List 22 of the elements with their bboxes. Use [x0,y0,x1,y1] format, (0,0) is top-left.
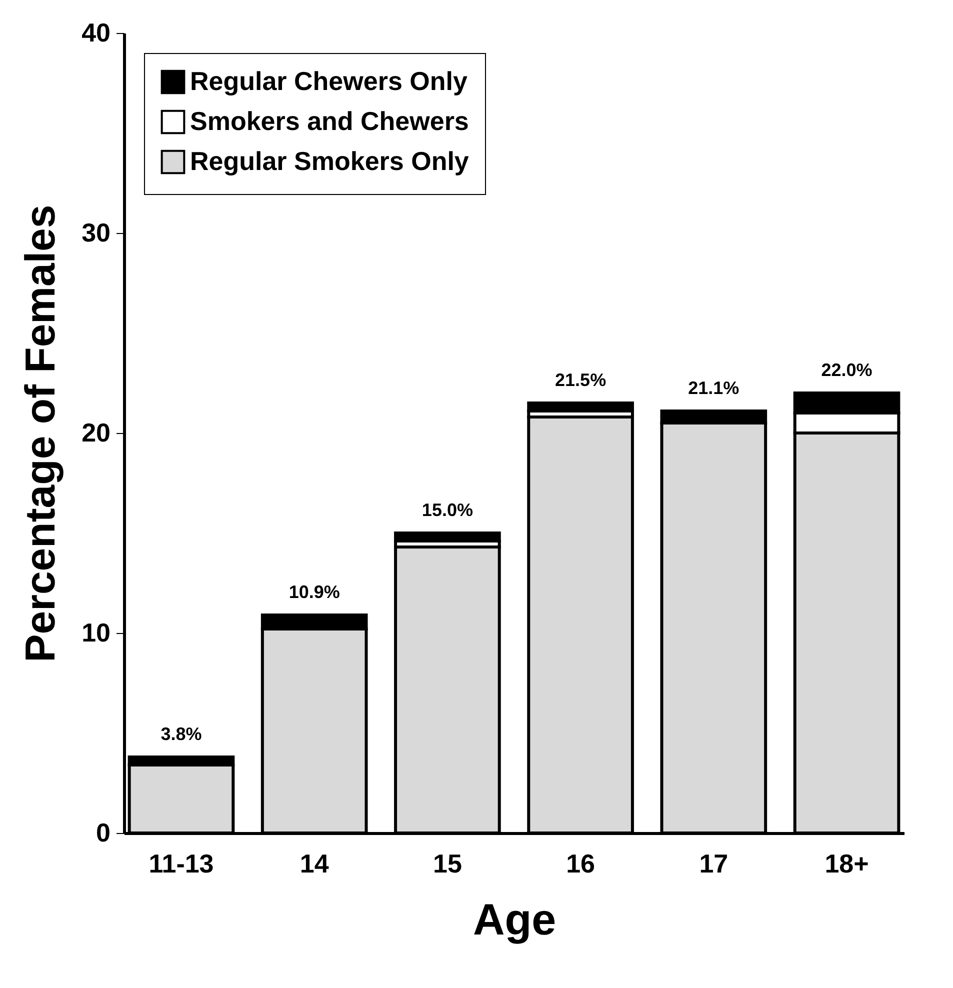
total-label: 3.8% [160,724,202,744]
x-tick-label: 14 [300,848,330,878]
y-axis-title: Percentage of Females [16,204,64,662]
total-label: 15.0% [422,500,473,520]
x-tick-label: 18+ [824,848,869,878]
legend-label: Smokers and Chewers [190,106,469,136]
total-label: 21.5% [555,370,606,390]
x-tick-label: 11-13 [148,848,214,878]
y-tick-label: 30 [82,218,110,248]
total-label: 22.0% [821,360,872,380]
total-label: 21.1% [688,378,740,398]
y-tick-label: 10 [82,618,110,648]
x-tick-label: 15 [432,848,462,878]
x-tick-label: 17 [699,848,728,878]
x-axis-title: Age [472,896,556,944]
y-tick-label: 20 [82,418,110,448]
y-tick-label: 0 [96,818,110,848]
y-tick-label: 40 [82,18,110,48]
legend-label: Regular Chewers Only [190,66,468,96]
x-tick-label: 16 [566,848,596,878]
total-label: 10.9% [288,582,340,602]
legend-label: Regular Smokers Only [190,146,470,176]
